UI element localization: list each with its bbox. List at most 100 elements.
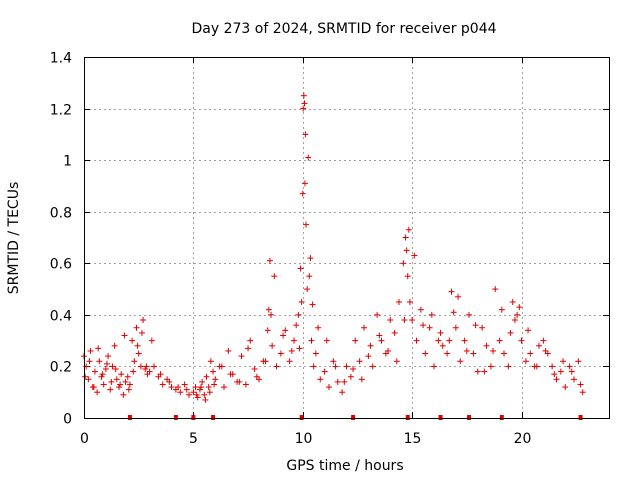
data-point <box>137 363 144 370</box>
data-point <box>282 327 289 334</box>
data-point <box>406 298 413 305</box>
data-point <box>326 384 332 391</box>
data-point <box>91 368 98 375</box>
data-point <box>514 311 521 318</box>
data-point <box>159 381 166 388</box>
axis-marker <box>438 415 443 420</box>
data-point <box>183 386 190 393</box>
data-point <box>470 350 477 357</box>
data-point <box>396 298 402 305</box>
data-point <box>562 384 569 391</box>
data-point <box>378 337 385 344</box>
data-point <box>120 391 127 398</box>
data-point <box>341 378 348 385</box>
data-point <box>492 286 499 293</box>
data-point <box>138 329 145 336</box>
data-point <box>186 391 192 398</box>
data-point <box>339 389 346 396</box>
x-tick-label: 0 <box>80 431 89 447</box>
data-point <box>420 322 427 329</box>
data-point <box>481 368 488 375</box>
data-point <box>297 265 304 272</box>
data-point <box>401 317 408 324</box>
y-tick-label: 0.6 <box>50 257 72 273</box>
data-point <box>142 366 149 373</box>
data-point <box>126 381 133 388</box>
data-point <box>193 391 200 398</box>
data-point <box>148 337 155 344</box>
data-point <box>296 345 303 352</box>
data-point <box>251 366 258 373</box>
data-point <box>225 347 232 354</box>
data-point <box>374 311 381 318</box>
data-point <box>82 373 89 380</box>
data-point <box>466 311 472 318</box>
data-point <box>201 391 208 398</box>
x-tick-labels: 0 5 10 15 20 <box>80 431 531 447</box>
data-point <box>487 363 494 370</box>
data-point <box>280 332 287 339</box>
data-point <box>143 363 150 370</box>
data-point <box>305 154 312 161</box>
data-point <box>439 342 446 349</box>
x-tick-label: 15 <box>404 431 422 447</box>
axis-marker <box>299 415 304 420</box>
data-point <box>96 358 103 365</box>
data-point <box>551 371 558 378</box>
data-point <box>446 337 453 344</box>
data-point <box>413 337 420 344</box>
data-point <box>435 337 442 344</box>
data-point <box>242 381 249 388</box>
y-tick-label: 1 <box>63 154 72 170</box>
data-point <box>437 329 444 336</box>
data-point <box>122 378 129 385</box>
data-point <box>271 273 278 280</box>
data-point <box>527 350 534 357</box>
data-point <box>422 350 429 357</box>
data-point <box>376 332 383 339</box>
x-tick-label: 5 <box>189 431 198 447</box>
data-point <box>540 337 547 344</box>
data-point <box>262 358 269 365</box>
data-point <box>133 324 140 331</box>
data-point <box>273 363 280 370</box>
data-point <box>304 286 311 293</box>
data-point <box>86 358 93 365</box>
data-point <box>391 329 398 336</box>
data-point <box>102 366 109 373</box>
data-point <box>192 384 199 391</box>
y-axis-title: SRMTID / TECUs <box>6 182 22 295</box>
data-point <box>312 350 319 357</box>
data-point <box>118 371 125 378</box>
data-point <box>103 360 110 367</box>
data-point <box>334 378 341 385</box>
y-tick-label: 0.4 <box>50 309 72 325</box>
data-point <box>116 384 122 391</box>
data-point <box>245 345 252 352</box>
data-point <box>431 363 437 370</box>
data-point <box>177 389 184 396</box>
data-point <box>507 329 514 336</box>
data-point <box>301 100 308 107</box>
data-point <box>369 363 376 370</box>
data-point <box>99 371 106 378</box>
data-point <box>518 337 525 344</box>
data-point <box>496 337 503 344</box>
data-point <box>542 347 549 354</box>
data-point <box>288 347 295 354</box>
data-point <box>266 257 273 264</box>
data-point <box>308 337 315 344</box>
data-point <box>409 317 416 324</box>
data-point <box>479 324 486 331</box>
data-point <box>448 288 455 295</box>
data-point <box>247 337 254 344</box>
data-point <box>129 337 136 344</box>
data-point <box>411 252 418 259</box>
data-point <box>295 311 302 318</box>
data-point <box>405 226 412 233</box>
data-point <box>210 368 217 375</box>
data-point <box>111 342 118 349</box>
data-point <box>350 366 357 373</box>
data-point <box>317 376 324 383</box>
data-point <box>505 363 512 370</box>
